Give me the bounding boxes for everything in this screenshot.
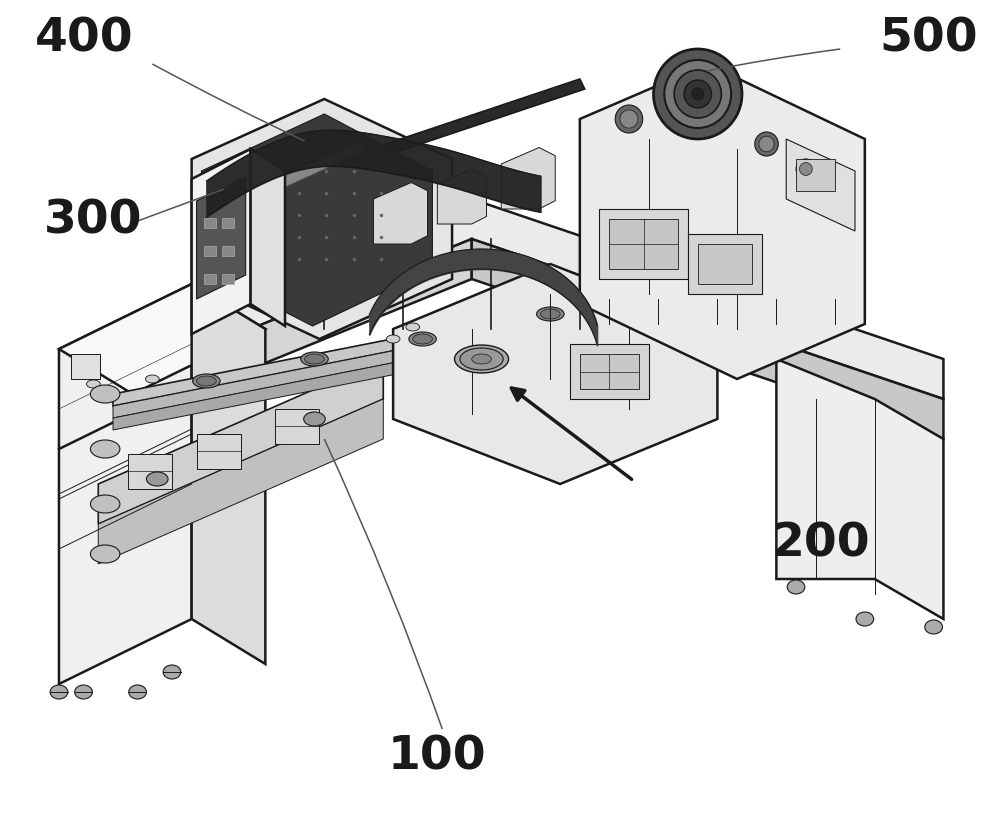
Polygon shape [201, 114, 432, 326]
Bar [204, 246, 216, 256]
Ellipse shape [755, 132, 778, 156]
Ellipse shape [620, 110, 638, 128]
Polygon shape [373, 183, 427, 244]
Polygon shape [98, 399, 383, 564]
Polygon shape [59, 284, 192, 684]
Ellipse shape [145, 375, 159, 383]
Polygon shape [776, 359, 943, 619]
Ellipse shape [413, 334, 432, 344]
Ellipse shape [472, 354, 491, 364]
Bar [197, 434, 241, 469]
Polygon shape [192, 79, 585, 219]
Ellipse shape [163, 665, 181, 679]
Polygon shape [98, 359, 383, 524]
Ellipse shape [406, 323, 420, 331]
Text: 500: 500 [880, 17, 978, 61]
Bar [698, 244, 752, 284]
Bar [796, 159, 835, 191]
Ellipse shape [386, 335, 400, 343]
Ellipse shape [759, 136, 774, 152]
Ellipse shape [537, 307, 564, 321]
Text: 300: 300 [44, 199, 143, 243]
Ellipse shape [301, 352, 328, 366]
Ellipse shape [684, 80, 712, 108]
Ellipse shape [90, 385, 120, 403]
Ellipse shape [304, 412, 325, 426]
Ellipse shape [409, 332, 436, 346]
Polygon shape [113, 281, 747, 418]
Ellipse shape [129, 685, 146, 699]
Ellipse shape [90, 440, 120, 458]
Bar [275, 409, 319, 444]
Polygon shape [79, 239, 472, 439]
Polygon shape [113, 293, 747, 430]
Text: 200: 200 [771, 522, 870, 566]
Polygon shape [501, 148, 555, 209]
Ellipse shape [615, 105, 643, 133]
Bar [688, 234, 762, 294]
Bar [71, 354, 100, 379]
Polygon shape [192, 284, 265, 664]
Text: 400: 400 [34, 17, 133, 61]
Polygon shape [393, 264, 717, 484]
Bar [570, 344, 649, 399]
Polygon shape [79, 199, 943, 399]
Ellipse shape [645, 287, 672, 301]
Polygon shape [580, 64, 865, 379]
Polygon shape [192, 149, 251, 334]
Ellipse shape [460, 348, 503, 370]
Ellipse shape [455, 345, 509, 373]
Bar [599, 209, 688, 279]
Ellipse shape [692, 88, 704, 100]
Polygon shape [192, 99, 452, 339]
Polygon shape [472, 239, 943, 439]
Bar [128, 454, 172, 489]
Ellipse shape [86, 380, 100, 388]
Ellipse shape [787, 580, 805, 594]
Ellipse shape [796, 159, 816, 179]
Ellipse shape [799, 163, 812, 175]
Ellipse shape [649, 289, 668, 299]
Bar [204, 274, 216, 284]
Ellipse shape [674, 70, 721, 118]
Ellipse shape [197, 376, 216, 386]
Ellipse shape [305, 354, 324, 364]
Bar [580, 354, 639, 389]
Ellipse shape [75, 685, 92, 699]
Polygon shape [786, 139, 855, 231]
Polygon shape [113, 269, 747, 406]
Polygon shape [197, 177, 246, 299]
Ellipse shape [90, 495, 120, 513]
Polygon shape [251, 149, 285, 326]
Bar [222, 274, 234, 284]
Polygon shape [437, 169, 486, 224]
Ellipse shape [856, 612, 874, 626]
Ellipse shape [193, 374, 220, 388]
Ellipse shape [90, 545, 120, 563]
Bar [222, 218, 234, 228]
Bar [204, 218, 216, 228]
Bar [609, 219, 678, 269]
Ellipse shape [50, 685, 68, 699]
Ellipse shape [664, 60, 731, 128]
Ellipse shape [925, 620, 942, 634]
Bar [222, 246, 234, 256]
Ellipse shape [654, 49, 742, 139]
Ellipse shape [541, 309, 560, 319]
Polygon shape [211, 144, 369, 214]
Ellipse shape [146, 472, 168, 486]
Polygon shape [59, 284, 265, 394]
Text: 100: 100 [388, 734, 487, 779]
